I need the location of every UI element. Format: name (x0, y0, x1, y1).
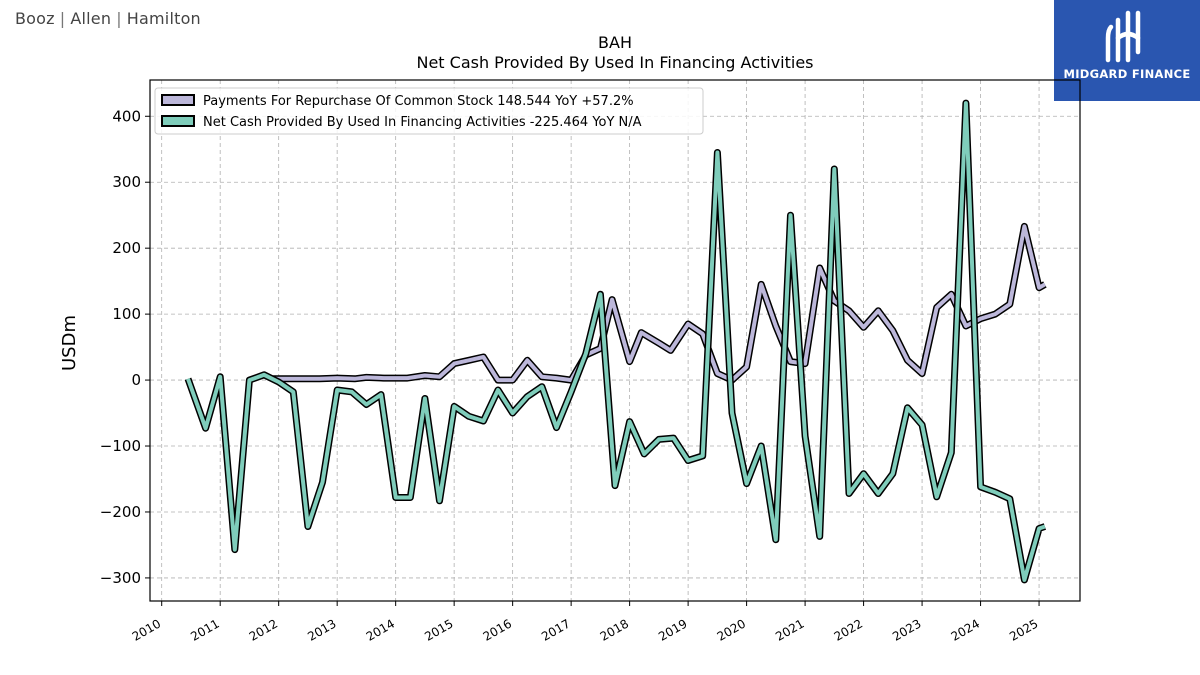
x-tick-label: 2020 (715, 616, 748, 643)
legend-box (154, 87, 704, 135)
x-tick-label: 2016 (481, 616, 514, 643)
wordmark-separator: | (59, 9, 66, 28)
y-axis: −300 −200 −100 0 100 200 300 400 (100, 107, 150, 587)
wordmark-hamilton: Hamilton (126, 9, 201, 28)
series-outline-0 (272, 222, 1047, 384)
legend-label-repurchase: Payments For Repurchase Of Common Stock … (203, 94, 634, 109)
y-tick-label: 400 (112, 107, 141, 125)
x-tick-label: 2017 (539, 616, 572, 643)
grid (150, 80, 1080, 601)
y-tick-label: 0 (131, 371, 141, 389)
x-tick-label: 2012 (247, 616, 280, 643)
midgard-finance-logo: MIDGARD FINANCE (1054, 0, 1200, 101)
series-1 (184, 99, 1047, 584)
chart-subtitle: Net Cash Provided By Used In Financing A… (416, 53, 813, 72)
legend-label-financing: Net Cash Provided By Used In Financing A… (203, 115, 642, 130)
x-tick-label: 2010 (130, 616, 163, 643)
series-0 (272, 222, 1047, 384)
x-tick-label: 2025 (1007, 616, 1040, 643)
y-tick-label: −200 (100, 503, 141, 521)
x-tick-label: 2018 (598, 616, 631, 643)
series-outline-1 (184, 99, 1047, 584)
legend-swatch-financing (161, 115, 195, 127)
wordmark-separator: | (116, 9, 122, 28)
x-tick-label: 2022 (832, 616, 865, 643)
plot-frame (149, 79, 1081, 602)
x-tick-label: 2019 (656, 616, 689, 643)
wordmark-booz: Booz (15, 9, 55, 28)
midgard-logo-icon (1105, 10, 1141, 63)
series-layer (184, 99, 1047, 584)
x-tick-label: 2014 (364, 616, 397, 643)
y-tick-label: 200 (112, 239, 141, 257)
y-tick-label: −300 (100, 569, 141, 587)
x-tick-label: 2021 (773, 616, 806, 643)
x-tick-label: 2023 (890, 616, 923, 643)
wordmark-allen: Allen (70, 9, 112, 28)
series-line-0 (272, 224, 1046, 383)
legend-swatch-repurchase (161, 94, 195, 106)
company-wordmark: Booz | Allen | Hamilton (15, 9, 201, 28)
legend: Payments For Repurchase Of Common Stock … (154, 87, 704, 135)
x-tick-label: 2024 (949, 616, 982, 643)
series-line-1 (186, 101, 1046, 582)
x-tick-label: 2015 (422, 616, 455, 643)
x-tick-label: 2011 (188, 616, 221, 643)
y-tick-label: 300 (112, 173, 141, 191)
y-tick-label: −100 (100, 437, 141, 455)
chart-title: BAH (598, 33, 632, 52)
x-tick-label: 2013 (305, 616, 338, 643)
y-axis-label: USDm (59, 315, 80, 371)
logo-text: MIDGARD FINANCE (1063, 67, 1191, 81)
y-tick-label: 100 (112, 305, 141, 323)
x-axis: 2010 2011 2012 2013 2014 2015 2016 2017 2018 2019… (130, 601, 1041, 644)
